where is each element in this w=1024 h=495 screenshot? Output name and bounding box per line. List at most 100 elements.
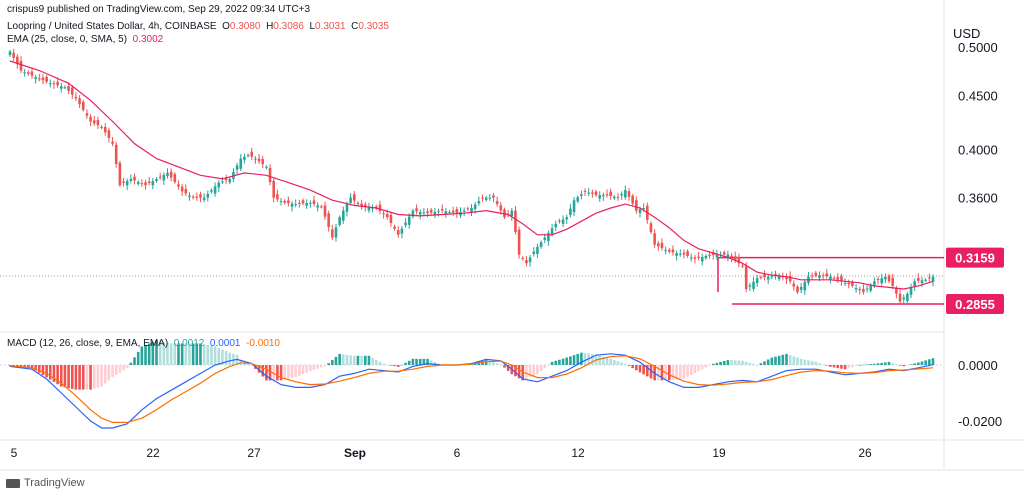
level-label-bg xyxy=(946,294,1004,314)
candle-body xyxy=(477,201,481,204)
candle-body xyxy=(374,206,378,208)
macd-histogram-bar xyxy=(162,341,166,365)
macd-histogram-bar xyxy=(199,343,202,365)
candle-body xyxy=(429,209,433,213)
candle-body xyxy=(407,216,411,225)
candle-body xyxy=(558,220,561,222)
candle-body xyxy=(56,81,59,86)
price-tick-label: 0.5000 xyxy=(958,40,998,55)
macd-histogram-bar xyxy=(320,365,323,368)
candle-body xyxy=(550,228,554,235)
candle-body xyxy=(576,197,580,202)
macd-histogram-bar xyxy=(246,363,250,365)
candle-body xyxy=(697,256,700,258)
macd-histogram-bar xyxy=(642,365,645,375)
candle-body xyxy=(41,77,45,81)
candle-body xyxy=(481,197,484,199)
macd-histogram-bar xyxy=(741,360,744,365)
macd-histogram-bar xyxy=(393,365,396,367)
candle-body xyxy=(671,249,675,253)
high-value: 0.3086 xyxy=(273,21,304,32)
macd-histogram-bar xyxy=(814,361,818,365)
candle-body xyxy=(448,211,451,213)
macd-histogram-bar xyxy=(287,365,290,379)
candle-body xyxy=(272,180,276,198)
candle-body xyxy=(759,277,763,279)
macd-histogram-bar xyxy=(323,365,327,367)
macd-histogram-bar xyxy=(426,358,429,365)
candle-body xyxy=(825,273,829,277)
macd-histogram-bar xyxy=(807,360,810,365)
candle-body xyxy=(305,203,308,206)
candle-body xyxy=(741,265,744,267)
candle-body xyxy=(499,205,503,211)
macd-histogram-bar xyxy=(667,365,671,381)
macd-histogram-bar xyxy=(876,363,880,365)
candle-body xyxy=(517,229,521,255)
ema-value: 0.3002 xyxy=(132,34,164,45)
macd-histogram-bar xyxy=(591,354,594,365)
candle-body xyxy=(440,208,444,211)
candle-body xyxy=(396,229,400,235)
macd-histogram-bar xyxy=(635,365,638,371)
x-tick-label: 26 xyxy=(858,446,872,460)
macd-histogram-bar xyxy=(719,361,722,365)
macd-histogram-bar xyxy=(173,343,177,365)
macd-histogram-bar xyxy=(67,365,70,389)
macd-histogram-bar xyxy=(492,362,495,365)
candle-body xyxy=(609,191,612,196)
macd-histogram-bar xyxy=(166,342,169,365)
macd-histogram-bar xyxy=(869,364,873,365)
macd-histogram-bar xyxy=(865,364,869,365)
candle-body xyxy=(360,203,363,207)
macd-histogram-bar xyxy=(107,365,111,381)
macd-histogram-bar xyxy=(693,365,697,374)
macd-histogram-bar xyxy=(78,365,81,390)
macd-histogram-bar xyxy=(8,365,12,367)
candle-body xyxy=(147,181,151,184)
candle-body xyxy=(265,166,268,168)
macd-histogram-bar xyxy=(884,362,887,365)
macd-histogram-bar xyxy=(924,360,927,365)
candle-body xyxy=(704,256,708,259)
candle-body xyxy=(433,211,437,215)
candle-body xyxy=(635,200,638,211)
candle-body xyxy=(349,197,352,203)
level-label-bg xyxy=(946,247,1004,268)
candle-body xyxy=(715,254,719,258)
macd-histogram-bar xyxy=(125,365,129,369)
macd-histogram-bar xyxy=(550,361,554,365)
currency-label: USD xyxy=(953,26,980,41)
candle-body xyxy=(184,189,188,194)
macd-histogram-bar xyxy=(708,365,711,366)
candle-body xyxy=(74,96,78,99)
macd-histogram-bar xyxy=(136,351,140,365)
macd-histogram-bar xyxy=(349,355,352,365)
candle-body xyxy=(48,83,52,85)
macd-histogram-bar xyxy=(70,365,74,389)
macd-histogram-bar xyxy=(686,365,689,377)
macd-histogram-bar xyxy=(45,365,48,378)
candle-body xyxy=(418,211,422,215)
candle-body xyxy=(803,281,807,291)
macd-histogram-bar xyxy=(759,363,763,365)
macd-histogram-bar xyxy=(23,365,26,368)
candle-body xyxy=(920,280,924,284)
candle-body xyxy=(338,217,341,225)
tradingview-logo[interactable]: TradingView xyxy=(6,477,85,489)
macd-histogram-bar xyxy=(52,365,56,382)
candle-body xyxy=(928,277,931,279)
macd-histogram-bar xyxy=(327,363,330,365)
candle-body xyxy=(836,277,840,280)
candle-body xyxy=(649,223,653,233)
candle-body xyxy=(257,158,261,162)
candle-body xyxy=(367,207,371,211)
candle-body xyxy=(400,228,404,234)
macd-histogram-bar xyxy=(602,356,605,365)
candle-body xyxy=(356,202,360,204)
candle-body xyxy=(309,202,312,204)
candle-body xyxy=(16,56,19,65)
candle-body xyxy=(70,87,74,95)
macd-histogram-bar xyxy=(334,356,338,365)
